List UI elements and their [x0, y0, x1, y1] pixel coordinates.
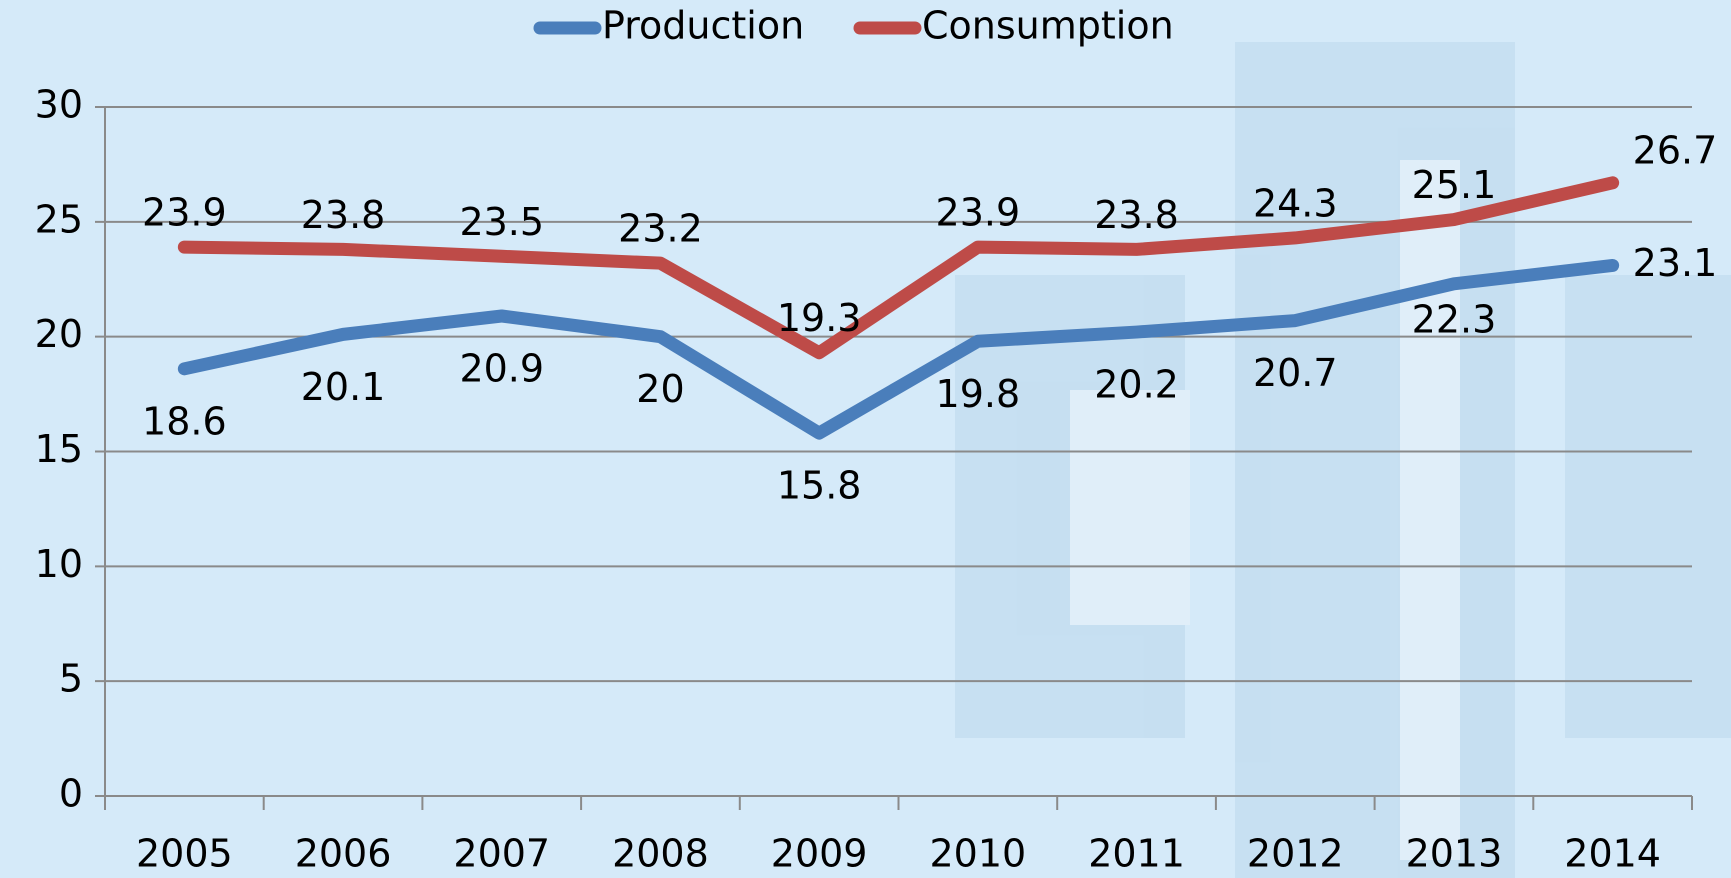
data-label: 18.6 — [142, 399, 227, 443]
x-tick-label: 2014 — [1564, 832, 1661, 876]
data-label: 20.9 — [459, 346, 544, 390]
data-label: 22.3 — [1412, 297, 1497, 341]
line-series — [177, 258, 1620, 440]
y-tick-label: 0 — [59, 772, 83, 816]
watermark — [955, 42, 1731, 878]
data-label: 20.1 — [301, 365, 386, 409]
x-tick-label: 2008 — [612, 832, 709, 876]
data-label: 19.8 — [936, 372, 1021, 416]
data-label: 24.3 — [1253, 181, 1338, 225]
data-label: 23.1 — [1633, 241, 1718, 285]
data-label: 23.9 — [936, 191, 1021, 235]
y-tick-label: 30 — [35, 83, 83, 127]
line-series — [177, 176, 1620, 360]
x-tick-label: 2007 — [453, 832, 550, 876]
data-label: 23.2 — [618, 207, 703, 251]
data-label: 20.2 — [1094, 363, 1179, 407]
y-tick-label: 10 — [35, 542, 83, 586]
data-label: 15.8 — [777, 464, 862, 508]
data-label: 25.1 — [1412, 163, 1497, 207]
y-tick-label: 20 — [35, 312, 83, 356]
y-tick-label: 25 — [35, 197, 83, 241]
y-tick-label: 15 — [35, 427, 83, 471]
x-tick-label: 2005 — [136, 832, 233, 876]
data-label: 23.8 — [301, 193, 386, 237]
x-tick-label: 2013 — [1406, 832, 1503, 876]
legend-label: Production — [602, 4, 804, 48]
x-tick-label: 2009 — [771, 832, 868, 876]
data-label: 23.8 — [1094, 193, 1179, 237]
x-tick-label: 2011 — [1088, 832, 1185, 876]
data-label: 19.3 — [777, 296, 862, 340]
data-label: 23.5 — [459, 200, 544, 244]
data-label: 20.7 — [1253, 351, 1338, 395]
x-tick-label: 2006 — [295, 832, 392, 876]
legend-label: Consumption — [922, 4, 1174, 48]
y-tick-label: 5 — [59, 657, 83, 701]
x-tick-label: 2010 — [929, 832, 1026, 876]
data-label: 20 — [636, 367, 684, 411]
x-tick-label: 2012 — [1247, 832, 1344, 876]
data-label: 26.7 — [1633, 128, 1718, 172]
data-label: 23.9 — [142, 191, 227, 235]
